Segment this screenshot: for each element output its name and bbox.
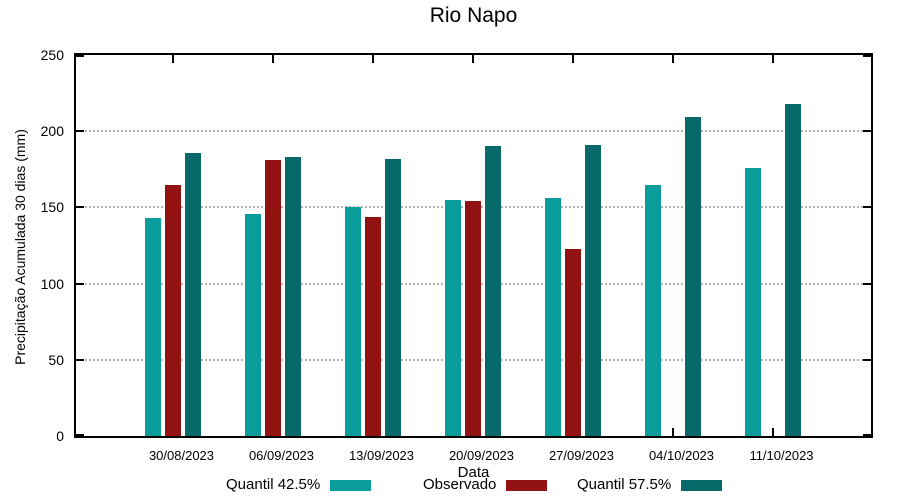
bar-observado [464, 201, 481, 436]
x-tick-mark [371, 55, 374, 63]
legend-label: Observado [423, 476, 497, 493]
x-tick-label: 13/09/2023 [348, 448, 415, 463]
plot-area [74, 53, 873, 438]
y-tick-mark [76, 206, 84, 209]
x-tick-mark [571, 55, 574, 63]
bar-quantil-425 [344, 207, 361, 436]
x-tick-label: 06/09/2023 [248, 448, 315, 463]
y-tick-mark [863, 434, 871, 436]
x-tick-label: 11/10/2023 [749, 448, 814, 463]
legend-entry-quantil-425: Quantil 42.5% [226, 476, 372, 493]
y-tick-mark [863, 55, 871, 57]
y-tick-mark [76, 55, 84, 57]
y-tick-label: 50 [48, 351, 64, 368]
x-tick-label: 30/08/2023 [148, 448, 215, 463]
bar-quantil-425 [744, 167, 761, 436]
bar-quantil-575 [184, 152, 201, 436]
y-tick-label: 100 [40, 275, 64, 292]
y-tick-mark [863, 206, 871, 209]
bar-quantil-575 [484, 146, 501, 436]
x-tick-label: 20/09/2023 [448, 448, 515, 463]
legend-label: Quantil 42.5% [226, 476, 321, 493]
chart-title: Rio Napo [429, 4, 518, 27]
y-tick-label: 0 [56, 428, 64, 444]
bar-observado [164, 184, 181, 436]
legend-entry-quantil-575: Quantil 57.5% [577, 476, 723, 493]
y-tick-mark [863, 358, 871, 361]
bar-quantil-425 [644, 184, 661, 436]
legend-swatch [681, 479, 723, 491]
x-tick-mark [771, 55, 774, 63]
x-tick-mark [171, 55, 174, 63]
y-tick-label: 200 [40, 123, 64, 140]
bar-quantil-425 [244, 213, 261, 436]
bar-quantil-575 [284, 157, 301, 436]
y-tick-mark [76, 130, 84, 133]
x-tick-mark [671, 428, 674, 436]
x-tick-mark [471, 55, 474, 63]
y-tick-mark [76, 282, 84, 285]
y-tick-label: 150 [40, 199, 64, 216]
gridline [76, 130, 871, 133]
y-tick-mark [863, 130, 871, 133]
y-tick-mark [76, 358, 84, 361]
bar-quantil-425 [544, 198, 561, 436]
bar-observado [564, 248, 581, 436]
bar-quantil-425 [144, 218, 161, 436]
y-tick-label: 250 [40, 47, 64, 63]
bar-observado [364, 216, 381, 436]
bar-quantil-575 [584, 144, 601, 436]
legend-swatch [330, 479, 372, 491]
x-tick-mark [771, 428, 774, 436]
x-tick-mark [671, 55, 674, 63]
x-tick-mark [271, 55, 274, 63]
y-axis-title: Precipitação Acumulada 30 dias (mm) [12, 129, 28, 365]
bar-quantil-425 [444, 199, 461, 436]
x-axis-title: Data [457, 464, 490, 481]
bar-observado [264, 160, 281, 436]
y-tick-mark [76, 434, 84, 436]
legend-label: Quantil 57.5% [577, 476, 672, 493]
x-tick-label: 04/10/2023 [648, 448, 715, 463]
y-tick-mark [863, 282, 871, 285]
x-tick-label: 27/09/2023 [548, 448, 615, 463]
bar-quantil-575 [784, 103, 801, 436]
legend-entry-observado: Observado [423, 476, 548, 493]
bar-quantil-575 [384, 158, 401, 436]
legend-swatch [506, 479, 548, 491]
bar-quantil-575 [684, 117, 701, 436]
